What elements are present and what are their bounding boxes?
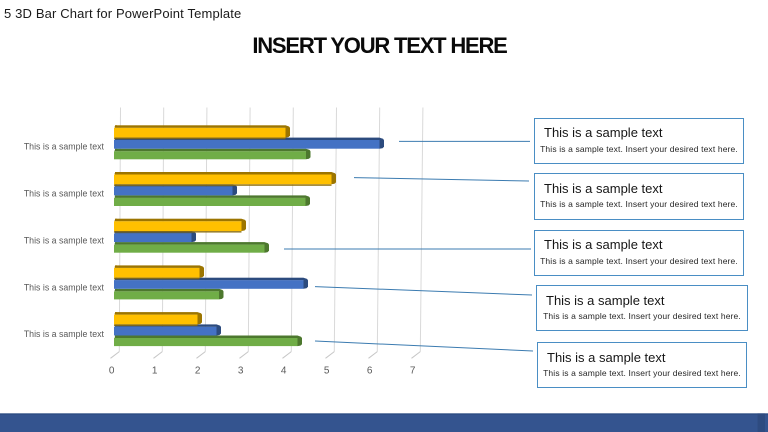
svg-text:2: 2 [195, 366, 201, 377]
svg-text:0: 0 [109, 366, 115, 377]
svg-text:This is a sample text: This is a sample text [24, 329, 105, 339]
svg-text:This is a sample text: This is a sample text [24, 235, 105, 245]
svg-text:7: 7 [410, 366, 416, 377]
svg-text:This is a sample text: This is a sample text [24, 189, 105, 199]
svg-text:This is a sample text: This is a sample text [24, 142, 105, 152]
svg-text:6: 6 [367, 366, 373, 377]
svg-text:This is a sample text: This is a sample text [24, 282, 105, 292]
svg-text:5: 5 [324, 366, 330, 377]
svg-text:3: 3 [238, 366, 244, 377]
svg-text:4: 4 [281, 366, 287, 377]
svg-text:1: 1 [152, 366, 158, 377]
